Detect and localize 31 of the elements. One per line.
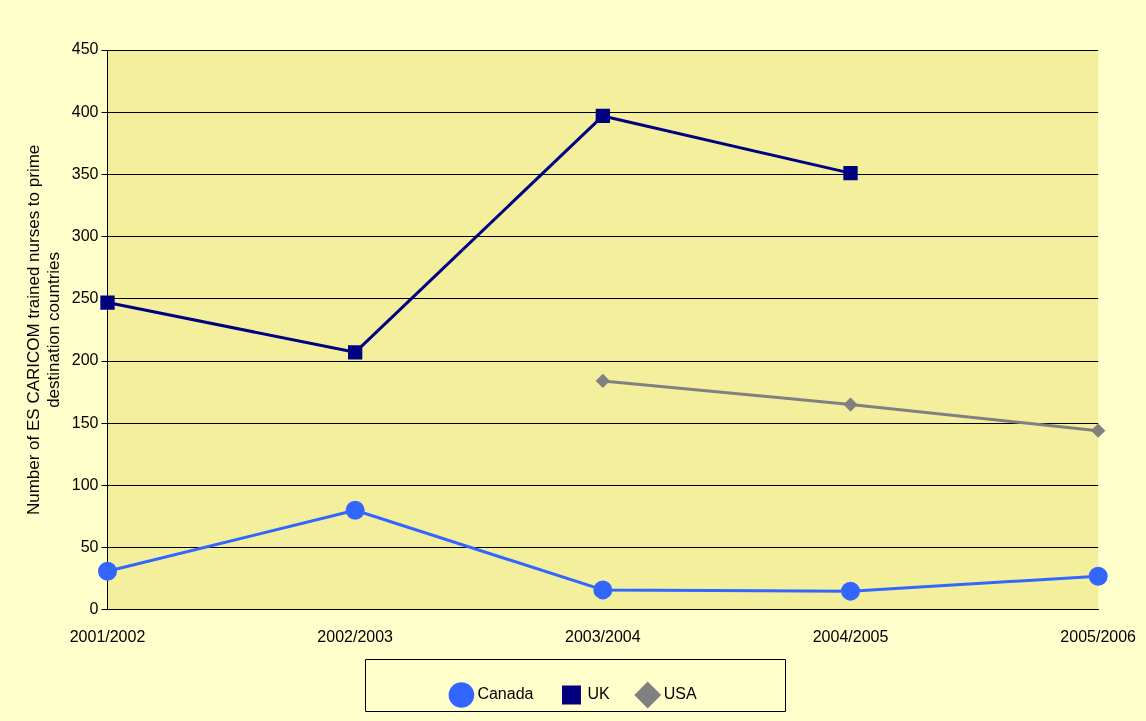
point (595, 108, 610, 124)
y-tick-label: 250 (71, 289, 99, 307)
y-tick-label: 150 (71, 413, 99, 431)
x-tick-label: 2001/2002 (69, 627, 146, 645)
point (348, 345, 363, 360)
point (841, 581, 861, 601)
legend-label: USA (663, 685, 697, 703)
x-tick-label: 2004/2005 (812, 627, 889, 645)
y-tick-label: 50 (80, 538, 99, 556)
point (1091, 424, 1105, 438)
y-tick-label: 400 (71, 102, 99, 120)
y-tick-label: 450 (71, 40, 99, 58)
point (843, 166, 858, 181)
point (1088, 566, 1108, 586)
x-tick-label: 2005/2006 (1060, 627, 1137, 645)
y-axis-title: Number of ES CARICOM trained nurses to prime destination countries (23, 144, 64, 516)
point (98, 561, 117, 581)
y-tick-label: 300 (71, 227, 99, 245)
x-tick-label: 2003/2004 (565, 627, 641, 645)
x-tick-label: 2002/2003 (317, 627, 394, 645)
point (100, 295, 115, 310)
point (593, 580, 613, 600)
point (345, 500, 365, 520)
y-tick-label: 0 (89, 600, 99, 618)
y-tick-label: 200 (71, 351, 99, 369)
legend-label: UK (587, 685, 611, 703)
point (844, 398, 858, 412)
y-tick-label: 100 (71, 475, 99, 493)
legend-label: Canada (477, 685, 534, 703)
point (596, 374, 610, 388)
y-tick-label: 350 (71, 164, 99, 182)
